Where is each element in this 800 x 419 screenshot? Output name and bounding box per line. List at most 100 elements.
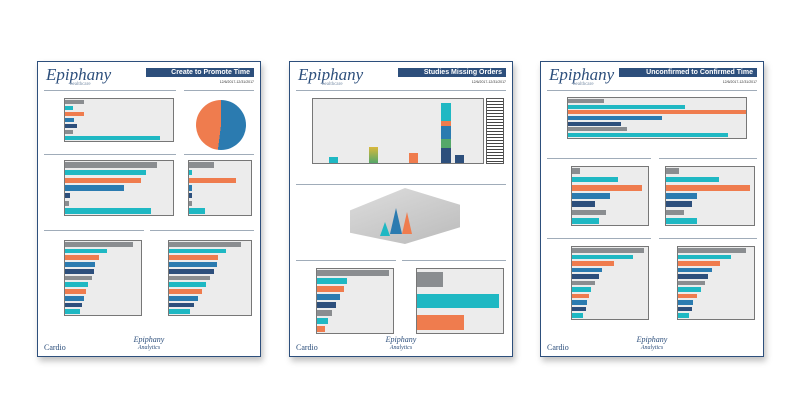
bar [189, 208, 205, 214]
bar [572, 217, 599, 224]
bar [678, 280, 705, 286]
bar-chart [64, 160, 174, 216]
bar [666, 168, 680, 175]
bar [317, 318, 329, 324]
cardio-logo: Cardio [547, 343, 569, 352]
date-range: 12/6/2017-12/31/2017 [219, 80, 254, 84]
cardio-logo: Cardio [296, 343, 318, 352]
bar-chart [665, 166, 755, 226]
bar [417, 293, 499, 309]
bar [666, 217, 697, 224]
bar-chart [416, 268, 504, 334]
bar [678, 293, 697, 299]
bar [169, 248, 227, 254]
page-title: Studies Missing Orders [398, 68, 506, 77]
bar [572, 306, 586, 312]
bar [317, 278, 348, 284]
bar [317, 270, 390, 276]
bar-chart [571, 166, 649, 226]
bar [169, 302, 194, 308]
bar [568, 98, 604, 103]
bar [65, 193, 71, 199]
bar [65, 302, 82, 308]
bar [572, 280, 595, 286]
bar [65, 275, 92, 281]
bar [572, 293, 589, 299]
bar [65, 162, 157, 168]
bar [189, 200, 193, 207]
bar-chart [316, 268, 394, 334]
bar [169, 289, 202, 294]
bar [65, 105, 74, 111]
epiphany-logo: Epiphany healthcare [549, 65, 615, 87]
bar [65, 99, 84, 105]
bar [169, 255, 219, 261]
bar [189, 169, 193, 176]
bar [189, 177, 236, 183]
bar [568, 116, 663, 120]
pie-chart [196, 100, 246, 150]
bar [169, 242, 242, 247]
bar [65, 295, 84, 301]
bar [65, 262, 96, 267]
epiphany-logo: Epiphany healthcare [46, 65, 112, 87]
bar [572, 300, 588, 305]
bar [65, 248, 107, 254]
bar [169, 268, 215, 274]
bar [169, 262, 217, 267]
bar [65, 177, 141, 183]
bar [65, 185, 125, 191]
bar [572, 168, 580, 175]
stacked-column-chart [312, 98, 484, 164]
bar [169, 295, 198, 301]
bar [572, 209, 607, 216]
report-page-create-to-promote: Epiphany healthcare Create to Promote Tim… [37, 61, 261, 357]
bar [169, 275, 210, 281]
bar [572, 261, 614, 266]
bar [317, 286, 344, 292]
page-title: Create to Promote Time [146, 68, 254, 77]
report-page-studies-missing-orders: Epiphany healthcare Studies Missing Order… [289, 61, 513, 357]
bar [317, 294, 340, 300]
bar [568, 133, 729, 138]
bar [666, 176, 719, 183]
bar [317, 302, 336, 308]
bar [65, 309, 81, 314]
bar-chart [64, 240, 142, 316]
bar [189, 193, 193, 199]
bar [572, 193, 610, 199]
bar [678, 261, 720, 266]
epiphany-analytics-logo: Epiphany Analytics [385, 335, 417, 352]
bar [678, 254, 732, 260]
bar [678, 306, 692, 312]
bar [65, 135, 160, 141]
bar [65, 289, 87, 294]
bar [572, 184, 642, 191]
bar [189, 185, 193, 191]
bar [65, 117, 75, 123]
bar [65, 129, 74, 135]
bar [169, 309, 190, 314]
bar-chart [567, 97, 747, 139]
report-page-unconfirmed-to-confirmed: Epiphany healthcare Unconfirmed to Confir… [540, 61, 764, 357]
bar-chart [677, 246, 755, 320]
bar [572, 201, 595, 208]
date-range: 12/6/2017-12/31/2017 [722, 80, 757, 84]
bar [65, 242, 134, 247]
bar [568, 104, 686, 109]
bar [65, 111, 84, 117]
bar-chart [64, 98, 174, 142]
bar [666, 184, 750, 191]
bar [678, 247, 747, 253]
epiphany-analytics-logo: Epiphany Analytics [636, 335, 668, 352]
bar [572, 313, 584, 318]
bar [317, 310, 333, 316]
bar [65, 208, 152, 214]
bar [65, 200, 70, 207]
bar-chart [571, 246, 649, 320]
bar-chart [188, 160, 252, 216]
bar [572, 247, 645, 253]
bar [65, 123, 78, 129]
bar [568, 121, 622, 126]
bar [417, 272, 443, 288]
